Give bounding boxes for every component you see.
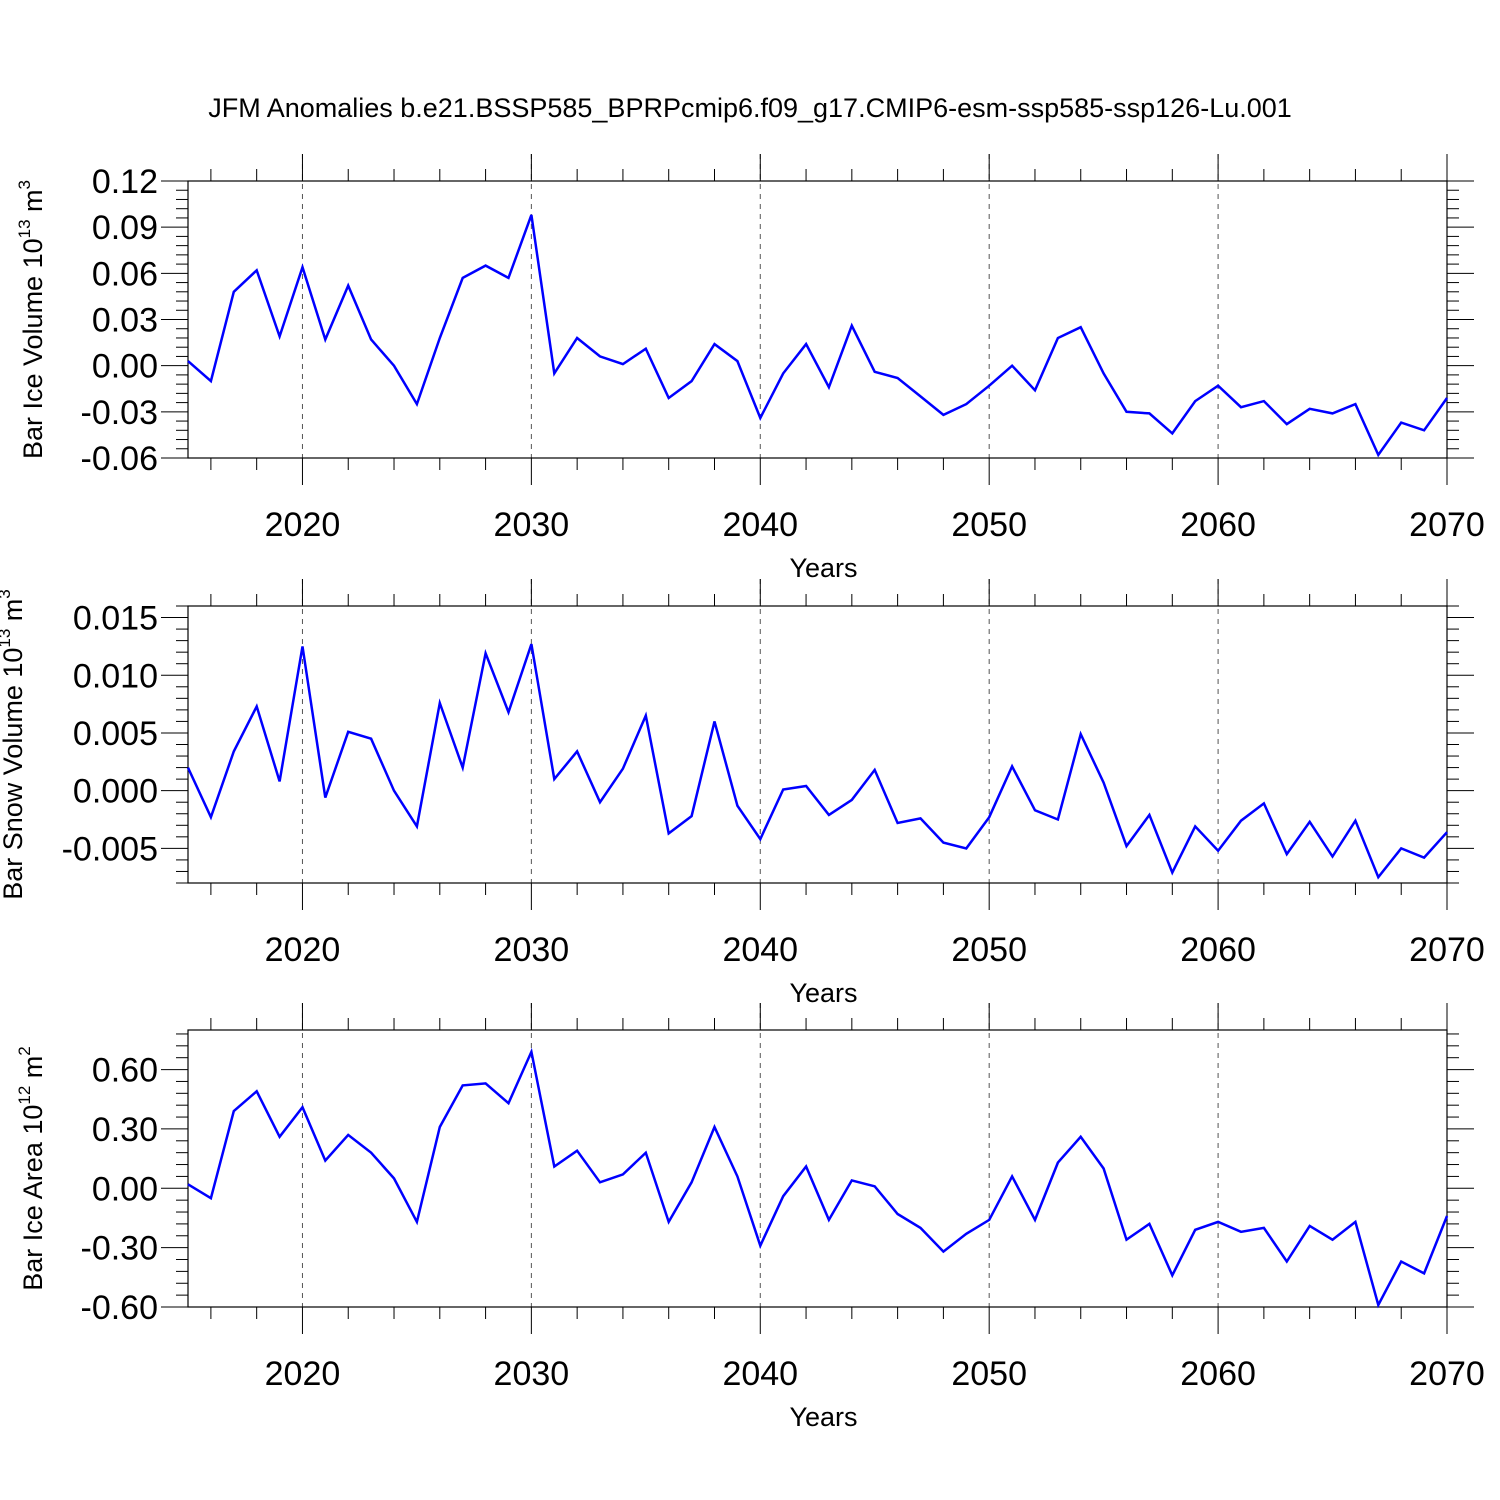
chart-panel-3: -0.60 -0.30 0.00 0.30 0.60 2020 2030 2040 2050 20…: [15, 1003, 1485, 1432]
x-tick-label: 2020: [265, 506, 341, 544]
x-axis-label: Years: [789, 553, 857, 583]
y-tick-label: -0.30: [81, 1230, 159, 1268]
x-tick-label: 2020: [265, 1355, 341, 1393]
x-tick-label: 2050: [951, 506, 1027, 544]
y-tick-label: 0.00: [92, 1170, 158, 1208]
y-tick-label: 0.30: [92, 1111, 158, 1149]
x-axis-label: Years: [789, 1402, 857, 1432]
y-tick-label: 0.00: [92, 348, 158, 386]
series-line: [187, 214, 1449, 458]
x-tick-label: 2030: [494, 931, 570, 969]
x-tick-label: 2060: [1180, 1355, 1256, 1393]
y-tick-label: 0.015: [73, 600, 158, 638]
y-tick-label: 0.12: [92, 163, 158, 201]
plot-frame: [187, 1029, 1448, 1308]
y-axis-label: Bar Ice Area 1012 m2: [15, 1046, 48, 1291]
chart-title: JFM Anomalies b.e21.BSSP585_BPRPcmip6.f0…: [208, 93, 1292, 123]
y-tick-label: 0.60: [92, 1052, 158, 1090]
plot-frame: [187, 180, 1448, 459]
x-tick-label: 2070: [1409, 931, 1485, 969]
series-line: [187, 1047, 1449, 1309]
x-tick-label: 2060: [1180, 931, 1256, 969]
y-tick-label: 0.06: [92, 255, 158, 293]
x-tick-label: 2030: [494, 506, 570, 544]
x-tick-label: 2020: [265, 931, 341, 969]
x-tick-label: 2040: [722, 1355, 798, 1393]
x-tick-label: 2070: [1409, 506, 1485, 544]
chart-panel-1: -0.06 -0.03 0.00 0.03 0.06 0.09 0.12 2020 2030 20…: [15, 154, 1485, 583]
y-tick-label: 0.03: [92, 302, 158, 340]
x-axis-label: Years: [789, 978, 857, 1008]
x-tick-label: 2040: [722, 506, 798, 544]
y-tick-label: -0.06: [81, 440, 159, 478]
y-tick-label: 0.010: [73, 657, 158, 695]
x-tick-label: 2050: [951, 1355, 1027, 1393]
y-tick-label: 0.005: [73, 715, 158, 753]
x-tick-label: 2030: [494, 1355, 570, 1393]
y-tick-label: 0.09: [92, 209, 158, 247]
x-tick-label: 2040: [722, 931, 798, 969]
y-tick-label: -0.03: [81, 394, 159, 432]
series-line: [186, 643, 1448, 880]
x-tick-label: 2060: [1180, 506, 1256, 544]
x-tick-label: 2050: [951, 931, 1027, 969]
y-tick-label: 0.000: [73, 773, 158, 811]
plot-frame: [187, 605, 1448, 884]
y-tick-label: -0.005: [62, 830, 158, 868]
chart-panels: -0.06 -0.03 0.00 0.03 0.06 0.09 0.12 2020 2030 20…: [0, 154, 1485, 1432]
x-tick-label: 2070: [1409, 1355, 1485, 1393]
y-tick-label: -0.60: [81, 1289, 159, 1327]
y-axis-label: Bar Snow Volume 1013 m3: [0, 589, 28, 900]
chart-panel-2: -0.005 0.000 0.005 0.010 0.015 2020 2030 2040 20…: [0, 579, 1485, 1008]
y-axis-label: Bar Ice Volume 1013 m3: [15, 180, 48, 459]
